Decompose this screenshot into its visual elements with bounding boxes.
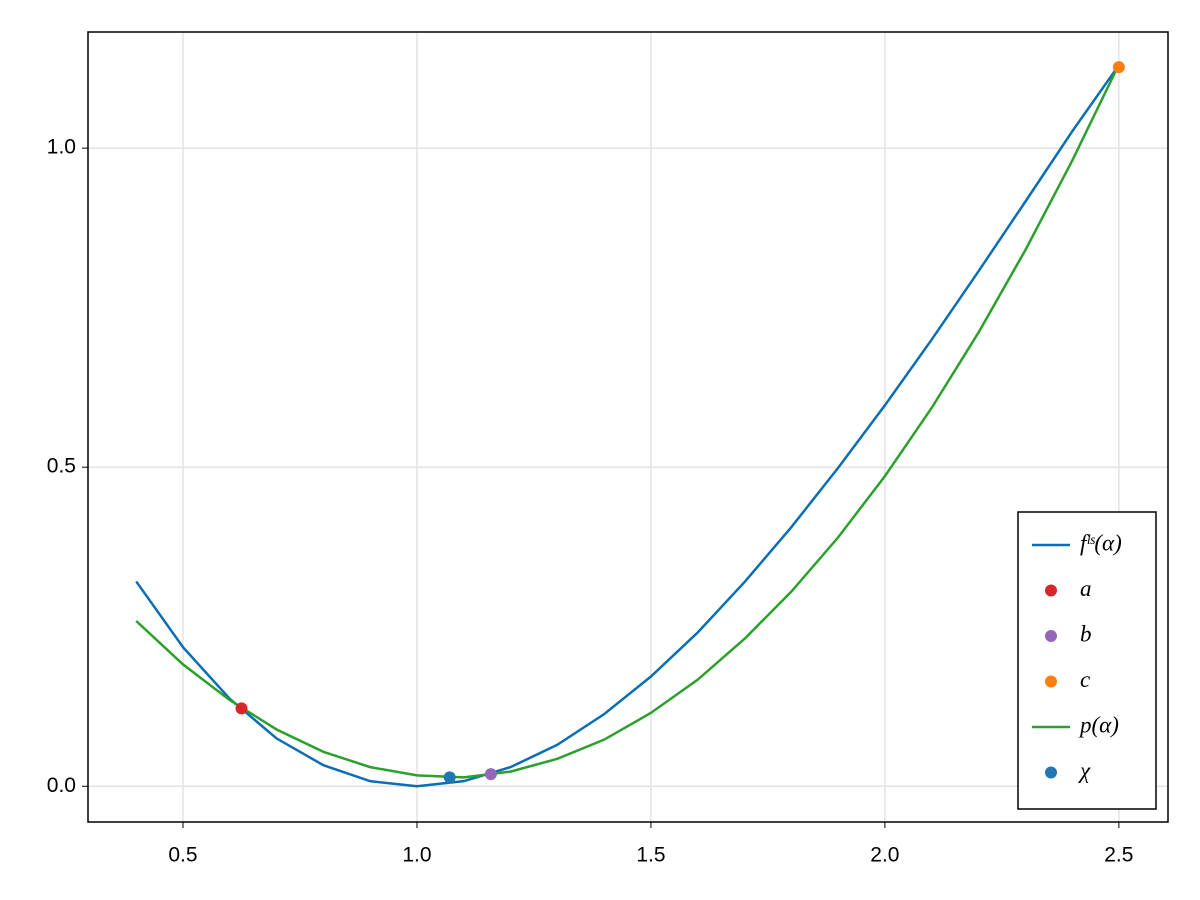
data-point (443, 771, 456, 784)
legend-label: p(α) (1078, 712, 1119, 737)
data-point (1112, 61, 1125, 74)
legend-label: c (1080, 667, 1090, 692)
data-line (135, 64, 1120, 788)
legend-swatch (1045, 675, 1057, 688)
y-tick-label: 0.0 (47, 774, 76, 797)
x-tick-label: 1.0 (402, 844, 431, 867)
legend-label: fˡˢ(α) (1080, 530, 1122, 555)
legend-label: a (1080, 576, 1092, 601)
data-line (135, 63, 1120, 779)
legend-label: b (1080, 621, 1092, 646)
x-tick-label: 1.5 (636, 844, 665, 867)
y-tick-label: 0.5 (47, 455, 76, 478)
legend-swatch (1045, 584, 1057, 597)
y-tick-label: 1.0 (47, 136, 76, 159)
x-tick-label: 2.0 (870, 844, 899, 867)
legend-box (1017, 511, 1157, 810)
data-point (235, 702, 248, 715)
legend-label: χ (1078, 758, 1091, 783)
legend-swatch (1045, 766, 1057, 779)
x-tick-label: 0.5 (168, 844, 197, 867)
data-point (484, 768, 497, 781)
legend-swatch (1045, 630, 1057, 642)
plot-frame (87, 31, 1169, 823)
x-tick-label: 2.5 (1104, 844, 1133, 867)
